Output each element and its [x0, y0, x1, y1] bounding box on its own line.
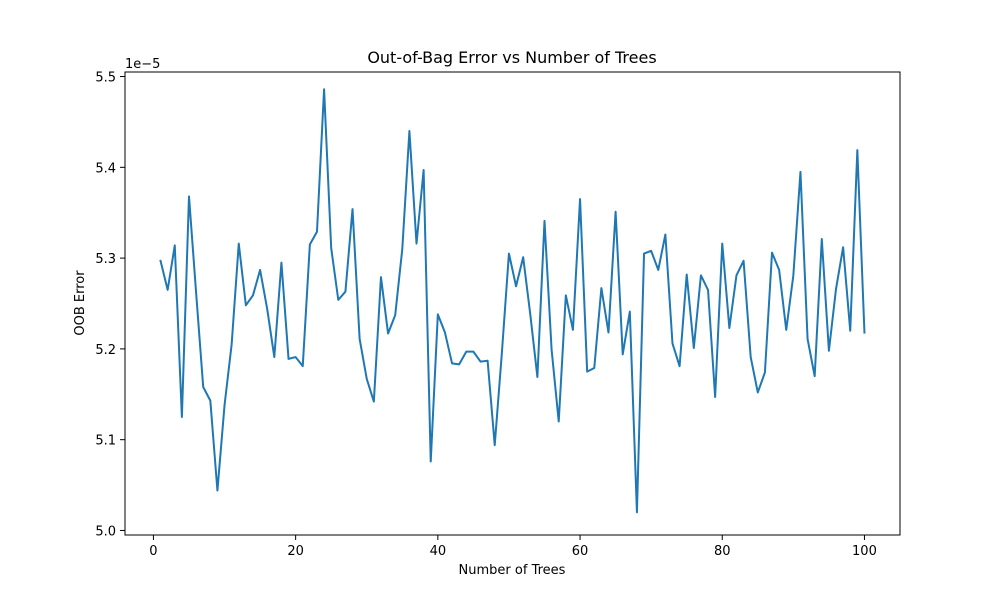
y-axis-label: OOB Error: [73, 270, 88, 336]
x-axis-label: Number of Trees: [459, 563, 566, 578]
series-line: [159, 88, 866, 514]
x-tick-label: 40: [430, 544, 447, 559]
x-tick-label: 0: [149, 544, 157, 559]
y-offset-label: 1e−5: [125, 57, 160, 72]
x-tick-label: 60: [572, 544, 589, 559]
y-tick-label: 5.1: [95, 434, 116, 449]
x-tick-label: 100: [852, 544, 877, 559]
axes-frame: [124, 71, 901, 536]
plot-area: 0 20 40 60 80 100 5.0 5.1 5.2 5.3 5.4 5.5: [95, 71, 901, 559]
x-tick-label: 20: [287, 544, 304, 559]
y-tick-label: 5.0: [95, 524, 116, 539]
chart-title: Out-of-Bag Error vs Number of Trees: [367, 48, 656, 67]
y-tick-label: 5.2: [95, 343, 116, 358]
x-tick-label: 80: [714, 544, 731, 559]
y-tick-label: 5.4: [95, 161, 116, 176]
y-tick-label: 5.5: [95, 71, 116, 86]
y-tick-label: 5.3: [95, 252, 116, 267]
